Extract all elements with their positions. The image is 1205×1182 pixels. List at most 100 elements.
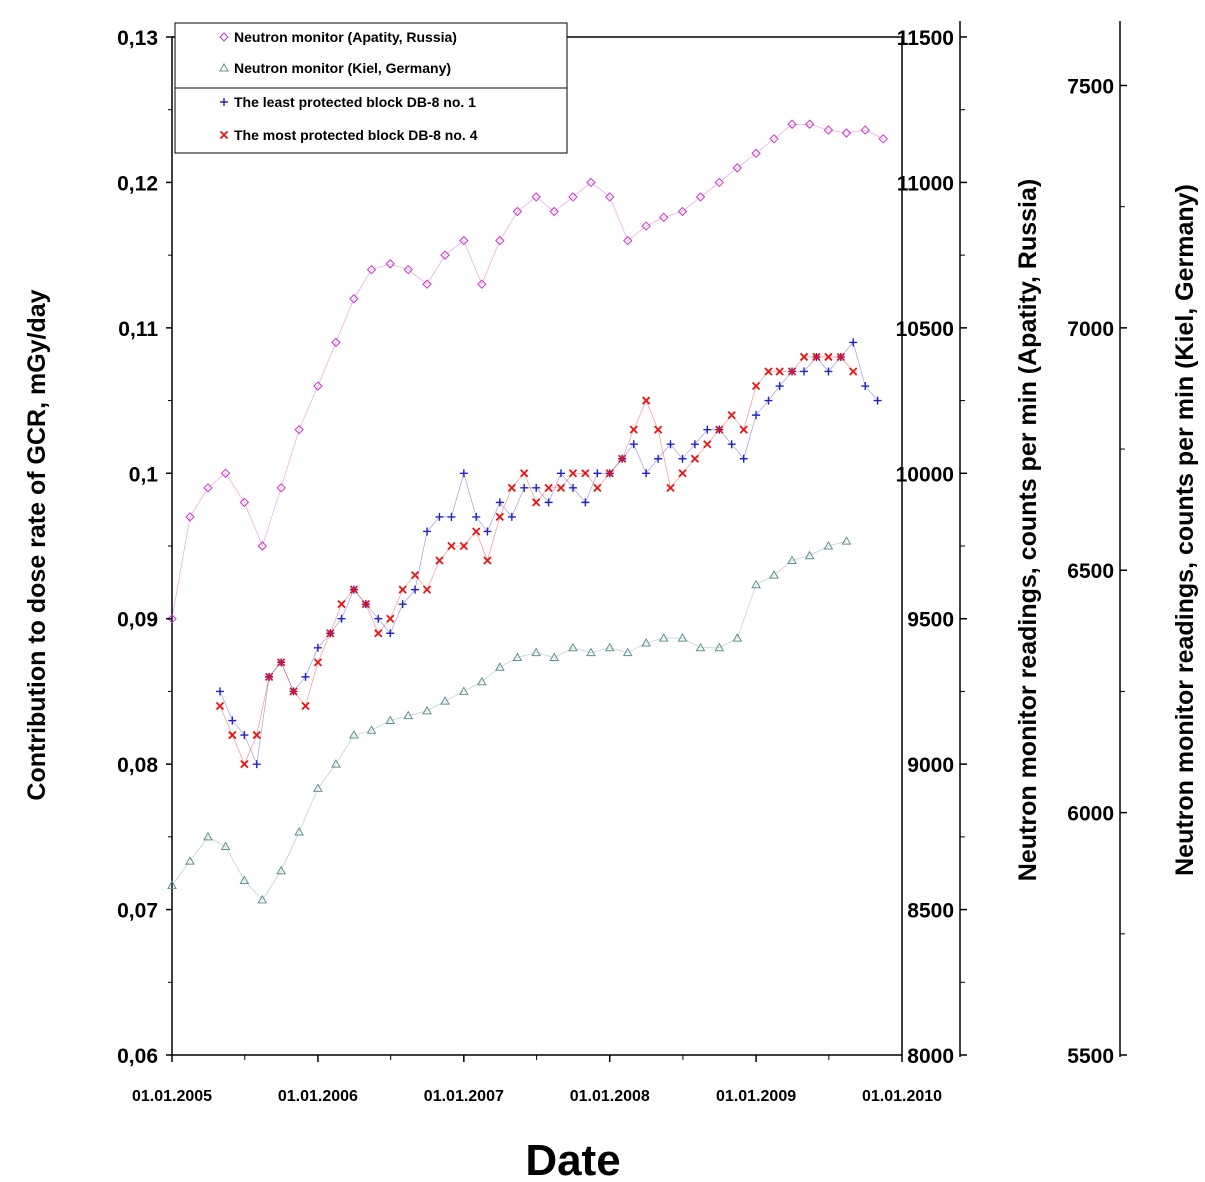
legend: Neutron monitor (Apatity, Russia) Neutron… bbox=[174, 22, 568, 154]
data-point bbox=[167, 880, 177, 889]
x-tick-label: 01.01.2005 bbox=[132, 1088, 212, 1105]
data-point bbox=[477, 279, 487, 289]
data-point bbox=[495, 235, 505, 246]
data-point bbox=[878, 134, 888, 144]
y3-tick-label: 7500 bbox=[1067, 75, 1114, 98]
data-point bbox=[751, 148, 761, 159]
data-point bbox=[714, 642, 725, 652]
legend-box-lower bbox=[174, 87, 568, 154]
data-point bbox=[804, 550, 815, 560]
y2-tick-label: 11500 bbox=[897, 27, 954, 50]
data-point bbox=[841, 536, 852, 545]
y-axis-label: Contribution to dose rate of GCR, mGy/da… bbox=[23, 289, 51, 800]
data-point bbox=[239, 497, 250, 508]
data-point bbox=[658, 633, 669, 642]
y2-tick-label: 9500 bbox=[907, 609, 954, 632]
data-point bbox=[751, 579, 761, 589]
data-point bbox=[331, 759, 341, 768]
series-0 bbox=[167, 119, 888, 624]
x-tick-label: 01.01.2010 bbox=[862, 1088, 942, 1105]
y3-tick-label: 5500 bbox=[1067, 1045, 1114, 1068]
x-tick-label: 01.01.2007 bbox=[424, 1088, 504, 1105]
data-point bbox=[276, 483, 286, 493]
data-point bbox=[349, 294, 359, 304]
data-point bbox=[714, 177, 725, 188]
data-point bbox=[203, 831, 213, 841]
data-point bbox=[276, 865, 287, 875]
data-point bbox=[185, 512, 195, 522]
y3-tick-label: 6000 bbox=[1067, 803, 1114, 826]
data-point bbox=[239, 875, 250, 884]
x-tick-label: 01.01.2008 bbox=[570, 1088, 650, 1105]
chart-axes: 0,06 0,07 0,08 0,09 0,1 0,11 0,12 0,13 01.01.200… bbox=[117, 21, 1127, 1105]
data-point bbox=[257, 541, 268, 551]
data-point bbox=[549, 206, 559, 217]
data-point bbox=[313, 783, 323, 792]
data-point bbox=[841, 128, 852, 138]
data-point bbox=[403, 264, 413, 275]
data-point bbox=[586, 177, 596, 188]
data-point bbox=[366, 264, 377, 275]
series-2 bbox=[215, 338, 882, 769]
data-point bbox=[185, 856, 195, 865]
x-tick-label: 01.01.2009 bbox=[716, 1088, 796, 1105]
y-tick-label: 0,12 bbox=[117, 172, 158, 195]
y-tick-label: 0,1 bbox=[129, 463, 159, 486]
data-point bbox=[215, 701, 225, 711]
series-trace bbox=[219, 356, 854, 765]
data-point bbox=[220, 468, 231, 478]
data-point bbox=[677, 633, 688, 642]
data-point bbox=[531, 647, 542, 657]
series-3 bbox=[215, 352, 858, 769]
data-point bbox=[604, 642, 615, 652]
data-point bbox=[568, 192, 578, 202]
data-point bbox=[823, 125, 834, 135]
legend-marker bbox=[219, 130, 229, 140]
series-1 bbox=[167, 536, 852, 904]
data-point bbox=[385, 259, 395, 269]
data-point bbox=[440, 250, 450, 260]
data-point bbox=[512, 206, 523, 217]
chart-marks bbox=[167, 119, 888, 904]
legend-label: Neutron monitor (Apatity, Russia) bbox=[234, 29, 457, 45]
data-point bbox=[366, 725, 377, 734]
data-point bbox=[804, 119, 815, 129]
legend-label: Neutron monitor (Kiel, Germany) bbox=[234, 60, 451, 76]
y2-tick-label: 8500 bbox=[907, 900, 954, 923]
y-tick-label: 0,13 bbox=[117, 27, 158, 50]
y2-tick-label: 9000 bbox=[907, 754, 954, 777]
data-point bbox=[568, 642, 578, 652]
x-tick-label: 01.01.2006 bbox=[278, 1088, 358, 1105]
data-point bbox=[769, 134, 779, 144]
legend-label: The least protected block DB-8 no. 1 bbox=[234, 94, 476, 110]
y2-tick-label: 11000 bbox=[897, 172, 954, 195]
data-point bbox=[695, 192, 706, 202]
data-point bbox=[732, 163, 742, 173]
data-point bbox=[531, 192, 541, 202]
y-tick-label: 0,09 bbox=[117, 609, 158, 632]
series-trace bbox=[219, 341, 878, 766]
data-point bbox=[677, 206, 688, 217]
series-trace bbox=[171, 124, 884, 619]
data-point bbox=[732, 633, 743, 642]
y3-axis-label: Neutron monitor readings, counts per min… bbox=[1171, 184, 1199, 876]
data-point bbox=[695, 642, 706, 652]
data-point bbox=[422, 705, 432, 715]
data-point bbox=[167, 614, 177, 624]
y-tick-label: 0,08 bbox=[117, 754, 158, 777]
x-axis-label: Date bbox=[525, 1136, 620, 1182]
legend-box-upper bbox=[174, 22, 568, 89]
y-tick-label: 0,11 bbox=[118, 318, 158, 341]
series-trace bbox=[171, 540, 847, 901]
y3-tick-label: 7000 bbox=[1067, 318, 1114, 341]
data-point bbox=[422, 279, 432, 289]
data-point bbox=[605, 192, 615, 202]
y-tick-label: 0,06 bbox=[117, 1045, 158, 1068]
data-point bbox=[458, 686, 469, 695]
y2-tick-label: 10000 bbox=[896, 463, 954, 486]
plot-area bbox=[171, 36, 903, 1056]
y-tick-label: 0,07 bbox=[117, 900, 158, 923]
data-point bbox=[659, 212, 669, 223]
data-point bbox=[257, 894, 268, 904]
